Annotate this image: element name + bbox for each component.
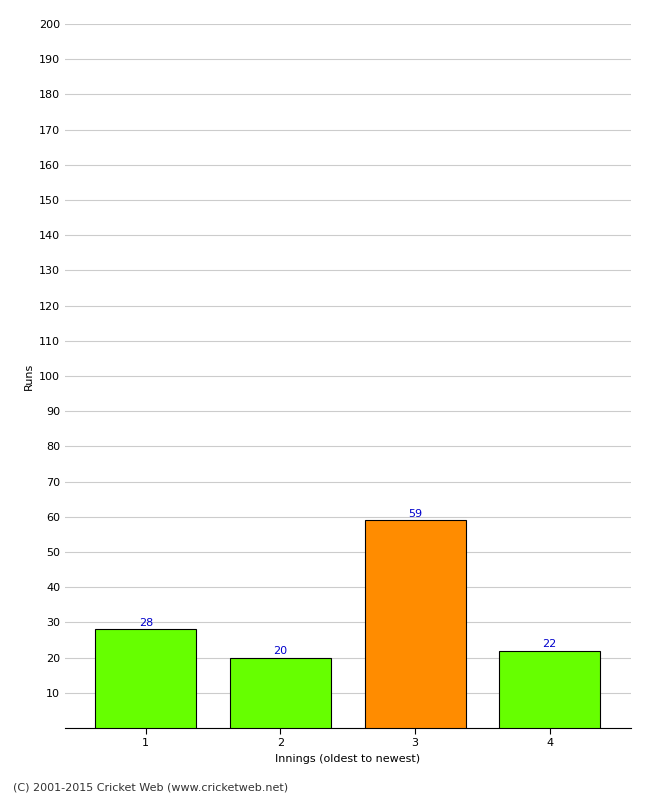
Text: 59: 59 <box>408 509 422 518</box>
X-axis label: Innings (oldest to newest): Innings (oldest to newest) <box>275 754 421 764</box>
Text: (C) 2001-2015 Cricket Web (www.cricketweb.net): (C) 2001-2015 Cricket Web (www.cricketwe… <box>13 782 288 792</box>
Bar <box>499 650 600 728</box>
Bar <box>230 658 331 728</box>
Text: 28: 28 <box>138 618 153 628</box>
Y-axis label: Runs: Runs <box>23 362 33 390</box>
Bar <box>365 520 465 728</box>
Bar <box>96 630 196 728</box>
Text: 22: 22 <box>543 638 557 649</box>
Text: 20: 20 <box>274 646 287 656</box>
